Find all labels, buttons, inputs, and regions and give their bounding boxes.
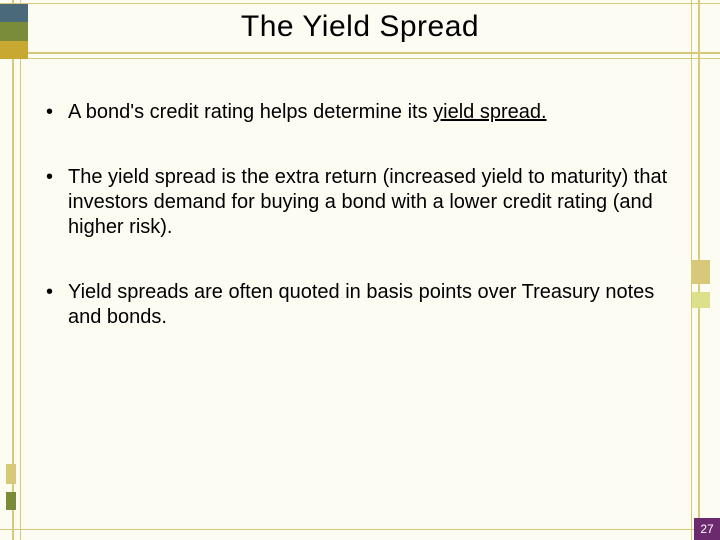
- frame-line: [0, 529, 720, 530]
- frame-line: [0, 58, 720, 59]
- frame-line: [12, 0, 14, 540]
- frame-line: [0, 3, 720, 4]
- bullet-item: Yield spreads are often quoted in basis …: [40, 280, 670, 330]
- bullet-item: The yield spread is the extra return (in…: [40, 165, 670, 240]
- bullet-underline: yield spread.: [433, 101, 546, 123]
- frame-line: [20, 0, 21, 540]
- slide-title: The Yield Spread: [0, 10, 720, 44]
- bullet-text: Yield spreads are often quoted in basis …: [68, 281, 654, 328]
- bullet-list: A bond's credit rating helps determine i…: [40, 100, 670, 330]
- side-decoration: [6, 464, 16, 484]
- side-decoration: [692, 260, 710, 284]
- slide: The Yield Spread A bond's credit rating …: [0, 0, 720, 540]
- frame-line: [0, 52, 720, 54]
- side-decoration: [692, 292, 710, 308]
- bullet-text: A bond's credit rating helps determine i…: [68, 101, 433, 123]
- page-number-badge: 27: [694, 518, 720, 540]
- content-area: A bond's credit rating helps determine i…: [40, 100, 670, 370]
- bullet-item: A bond's credit rating helps determine i…: [40, 100, 670, 125]
- bullet-text: The yield spread is the extra return (in…: [68, 166, 667, 238]
- side-decoration: [6, 492, 16, 510]
- page-number: 27: [700, 522, 713, 536]
